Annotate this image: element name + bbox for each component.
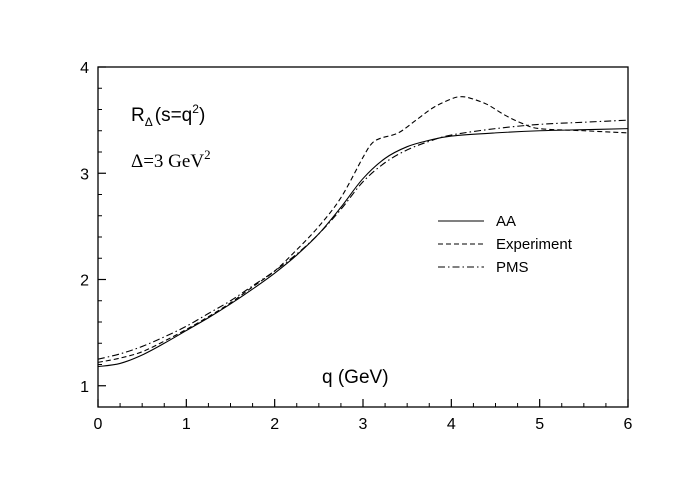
x-tick-label: 2	[270, 416, 279, 433]
legend-label-pms: PMS	[496, 259, 529, 276]
x-tick-label: 5	[535, 416, 544, 433]
x-tick-label: 0	[94, 416, 103, 433]
r-delta-annotation: RΔ (s=q2)	[131, 102, 205, 129]
series-line-pms	[97, 119, 629, 360]
x-axis: 0 1 2 3 4 5 6	[94, 399, 633, 433]
x-axis-label: q (GeV)	[322, 367, 389, 388]
legend: AA Experiment PMS	[438, 213, 573, 276]
y-tick-label: 4	[80, 60, 89, 77]
x-tick-label: 4	[447, 416, 456, 433]
x-tick-label: 3	[359, 416, 368, 433]
y-tick-label: 2	[80, 273, 89, 290]
legend-label-aa: AA	[496, 213, 516, 230]
series-layer	[97, 96, 629, 368]
y-tick-label: 1	[80, 379, 89, 396]
y-tick-label: 3	[80, 166, 89, 183]
delta-annotation: Δ=3 GeV2	[131, 147, 211, 172]
x-tick-label: 6	[624, 416, 633, 433]
y-axis: 1 2 3 4	[80, 60, 106, 408]
series-line-experiment	[97, 96, 629, 363]
legend-label-experiment: Experiment	[496, 236, 573, 253]
x-tick-label: 1	[182, 416, 191, 433]
